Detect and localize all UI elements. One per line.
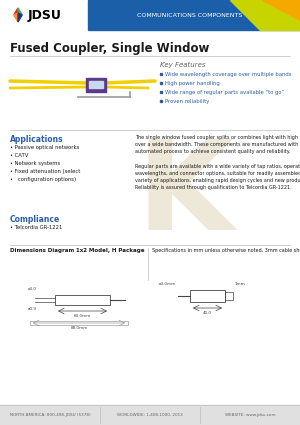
Text: • CATV: • CATV: [10, 153, 28, 158]
Bar: [55, 295, 110, 305]
Text: ø3.0mm: ø3.0mm: [159, 282, 176, 286]
Text: Wide wavelength coverage over multiple bands: Wide wavelength coverage over multiple b…: [165, 72, 292, 77]
Bar: [89, 81, 103, 88]
Text: 88.0mm: 88.0mm: [70, 326, 88, 330]
Bar: [225, 292, 233, 300]
Text: K: K: [136, 134, 233, 255]
Text: Wide range of regular parts available “to go”: Wide range of regular parts available “t…: [165, 90, 284, 95]
Bar: [88, 0, 300, 30]
Polygon shape: [14, 8, 18, 15]
Text: Fused Coupler, Single Window: Fused Coupler, Single Window: [10, 42, 209, 55]
Text: Applications: Applications: [10, 135, 64, 144]
Text: ø0.9: ø0.9: [28, 307, 37, 311]
Bar: [0, 0, 300, 30]
Text: 1mm: 1mm: [235, 282, 246, 286]
Text: 60.0mm: 60.0mm: [74, 314, 91, 318]
Text: COMMUNICATIONS COMPONENTS: COMMUNICATIONS COMPONENTS: [137, 12, 243, 17]
Text: High power handling: High power handling: [165, 81, 220, 86]
Text: Dimensions Diagram 1x2 Model, H Package: Dimensions Diagram 1x2 Model, H Package: [10, 248, 145, 253]
Text: Proven reliability: Proven reliability: [165, 99, 209, 104]
Text: 40.0: 40.0: [203, 311, 212, 315]
Text: ø3.0: ø3.0: [28, 287, 37, 291]
Bar: [86, 78, 106, 92]
Polygon shape: [18, 13, 22, 22]
Text: NORTH AMERICA: 800-498-JDSU (5378): NORTH AMERICA: 800-498-JDSU (5378): [10, 413, 90, 417]
Text: Specifications in mm unless otherwise noted, 3mm cable shown: Specifications in mm unless otherwise no…: [152, 248, 300, 253]
Text: Compliance: Compliance: [10, 215, 60, 224]
Text: • Telcordia GR-1221: • Telcordia GR-1221: [10, 225, 62, 230]
Bar: [0, 405, 300, 425]
Polygon shape: [230, 0, 300, 30]
Polygon shape: [262, 0, 300, 20]
Bar: [190, 290, 225, 302]
Polygon shape: [18, 8, 22, 15]
Polygon shape: [14, 13, 18, 22]
Text: WEBSITE: www.jdsu.com: WEBSITE: www.jdsu.com: [225, 413, 275, 417]
Text: • Fixed attenuation (select: • Fixed attenuation (select: [10, 169, 80, 174]
Text: • Network systems: • Network systems: [10, 161, 60, 166]
Text: • Passive optical networks: • Passive optical networks: [10, 145, 80, 150]
Text: Key Features: Key Features: [160, 62, 206, 68]
Text: The single window fused coupler splits or combines light with high performance
o: The single window fused coupler splits o…: [135, 135, 300, 154]
Text: Regular parts are available with a wide variety of tap ratios, operating
wavelen: Regular parts are available with a wide …: [135, 164, 300, 190]
Text: JDSU: JDSU: [28, 8, 62, 22]
Bar: [30, 321, 128, 325]
Text: WORLDWIDE: 1-408-1000, 2013: WORLDWIDE: 1-408-1000, 2013: [117, 413, 183, 417]
Text: •   configuration options): • configuration options): [10, 177, 76, 182]
